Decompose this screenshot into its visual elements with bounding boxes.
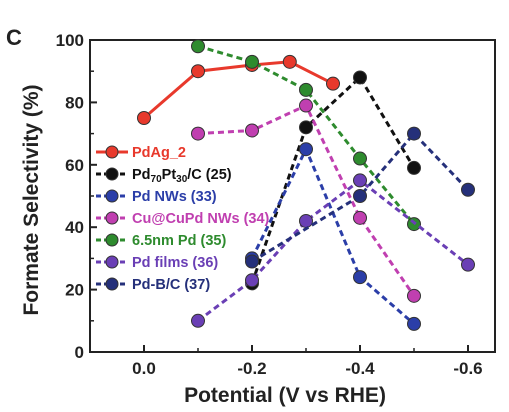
panel-label: C <box>6 25 22 50</box>
legend-item: Pd films (36) <box>96 255 218 271</box>
data-point <box>245 54 259 69</box>
data-point <box>245 254 259 269</box>
data-point <box>353 270 367 285</box>
legend-marker <box>105 189 119 203</box>
series-line <box>250 145 415 326</box>
series-2 <box>245 70 421 291</box>
legend-label: Pd70Pt30/C (25) <box>132 167 232 185</box>
data-point <box>299 82 313 97</box>
data-point <box>353 210 367 225</box>
x-tick-label: 0.0 <box>132 359 156 378</box>
series-group <box>137 39 475 331</box>
data-point <box>137 111 151 125</box>
series-line <box>250 75 416 284</box>
legend-marker <box>105 167 119 181</box>
data-point <box>299 120 313 135</box>
y-tick-label: 0 <box>75 343 84 362</box>
legend-item: Pd NWs (33) <box>96 189 217 205</box>
series-6 <box>191 173 475 328</box>
data-point <box>299 142 313 157</box>
legend-label: Pd NWs (33) <box>132 189 217 205</box>
legend-item: Pd70Pt30/C (25) <box>96 167 232 185</box>
series-5 <box>191 39 421 232</box>
legend-marker <box>105 255 119 269</box>
series-line <box>197 178 469 322</box>
data-point <box>461 257 475 272</box>
legend-item: 6.5nm Pd (35) <box>96 233 226 249</box>
y-tick-label: 20 <box>65 281 84 300</box>
legend-marker <box>105 233 119 247</box>
legend-label: 6.5nm Pd (35) <box>132 233 226 249</box>
legend-label: Cu@CuPd NWs (34) <box>132 211 270 227</box>
data-point <box>407 288 421 303</box>
data-point <box>282 54 297 69</box>
series-3 <box>245 142 421 331</box>
y-axis-title: Formate Selectivity (%) <box>20 84 43 315</box>
x-tick-label: -0.2 <box>237 359 266 378</box>
data-point <box>326 76 340 91</box>
data-point <box>191 313 205 328</box>
data-point <box>299 213 313 228</box>
data-point <box>245 273 259 288</box>
series-4 <box>191 98 421 303</box>
legend-item: Cu@CuPd NWs (34) <box>96 211 270 227</box>
data-point <box>407 316 421 331</box>
legend-item: Pd-B/C (37) <box>96 277 210 293</box>
y-tick-label: 80 <box>65 93 84 112</box>
x-axis-title: Potential (V vs RHE) <box>184 384 386 407</box>
data-point <box>353 173 367 188</box>
series-7 <box>245 126 475 269</box>
legend-marker <box>105 277 119 291</box>
data-point <box>407 160 421 175</box>
y-tick-label: 100 <box>56 31 84 50</box>
series-line <box>197 44 416 226</box>
y-tick-label: 60 <box>65 156 84 175</box>
legend-label: Pd films (36) <box>132 255 218 271</box>
legend-item: PdAg_2 <box>96 145 186 161</box>
data-point <box>407 126 421 141</box>
legend-label: Pd-B/C (37) <box>132 277 210 293</box>
data-point <box>191 64 205 79</box>
data-point <box>191 126 205 141</box>
legend-marker <box>105 145 119 159</box>
data-point <box>191 39 205 54</box>
legend: PdAg_2 Pd70Pt30/C (25) Pd NWs (33) Cu@CuPd … <box>96 145 270 293</box>
data-point <box>245 123 259 138</box>
data-point <box>353 70 367 85</box>
series-line <box>251 131 470 263</box>
plot-area: 0 20 40 60 80 100 0.0 -0.2 -0.4 -0.6 <box>56 31 496 378</box>
x-tick-label: -0.6 <box>453 359 482 378</box>
data-point <box>299 98 313 113</box>
data-point <box>461 182 475 197</box>
data-point <box>353 189 367 203</box>
legend-label: PdAg_2 <box>132 145 186 161</box>
legend-marker <box>105 211 119 225</box>
y-tick-label: 40 <box>65 218 84 237</box>
series-1 <box>137 54 340 125</box>
x-tick-label: -0.4 <box>345 359 375 378</box>
data-point <box>353 151 367 166</box>
